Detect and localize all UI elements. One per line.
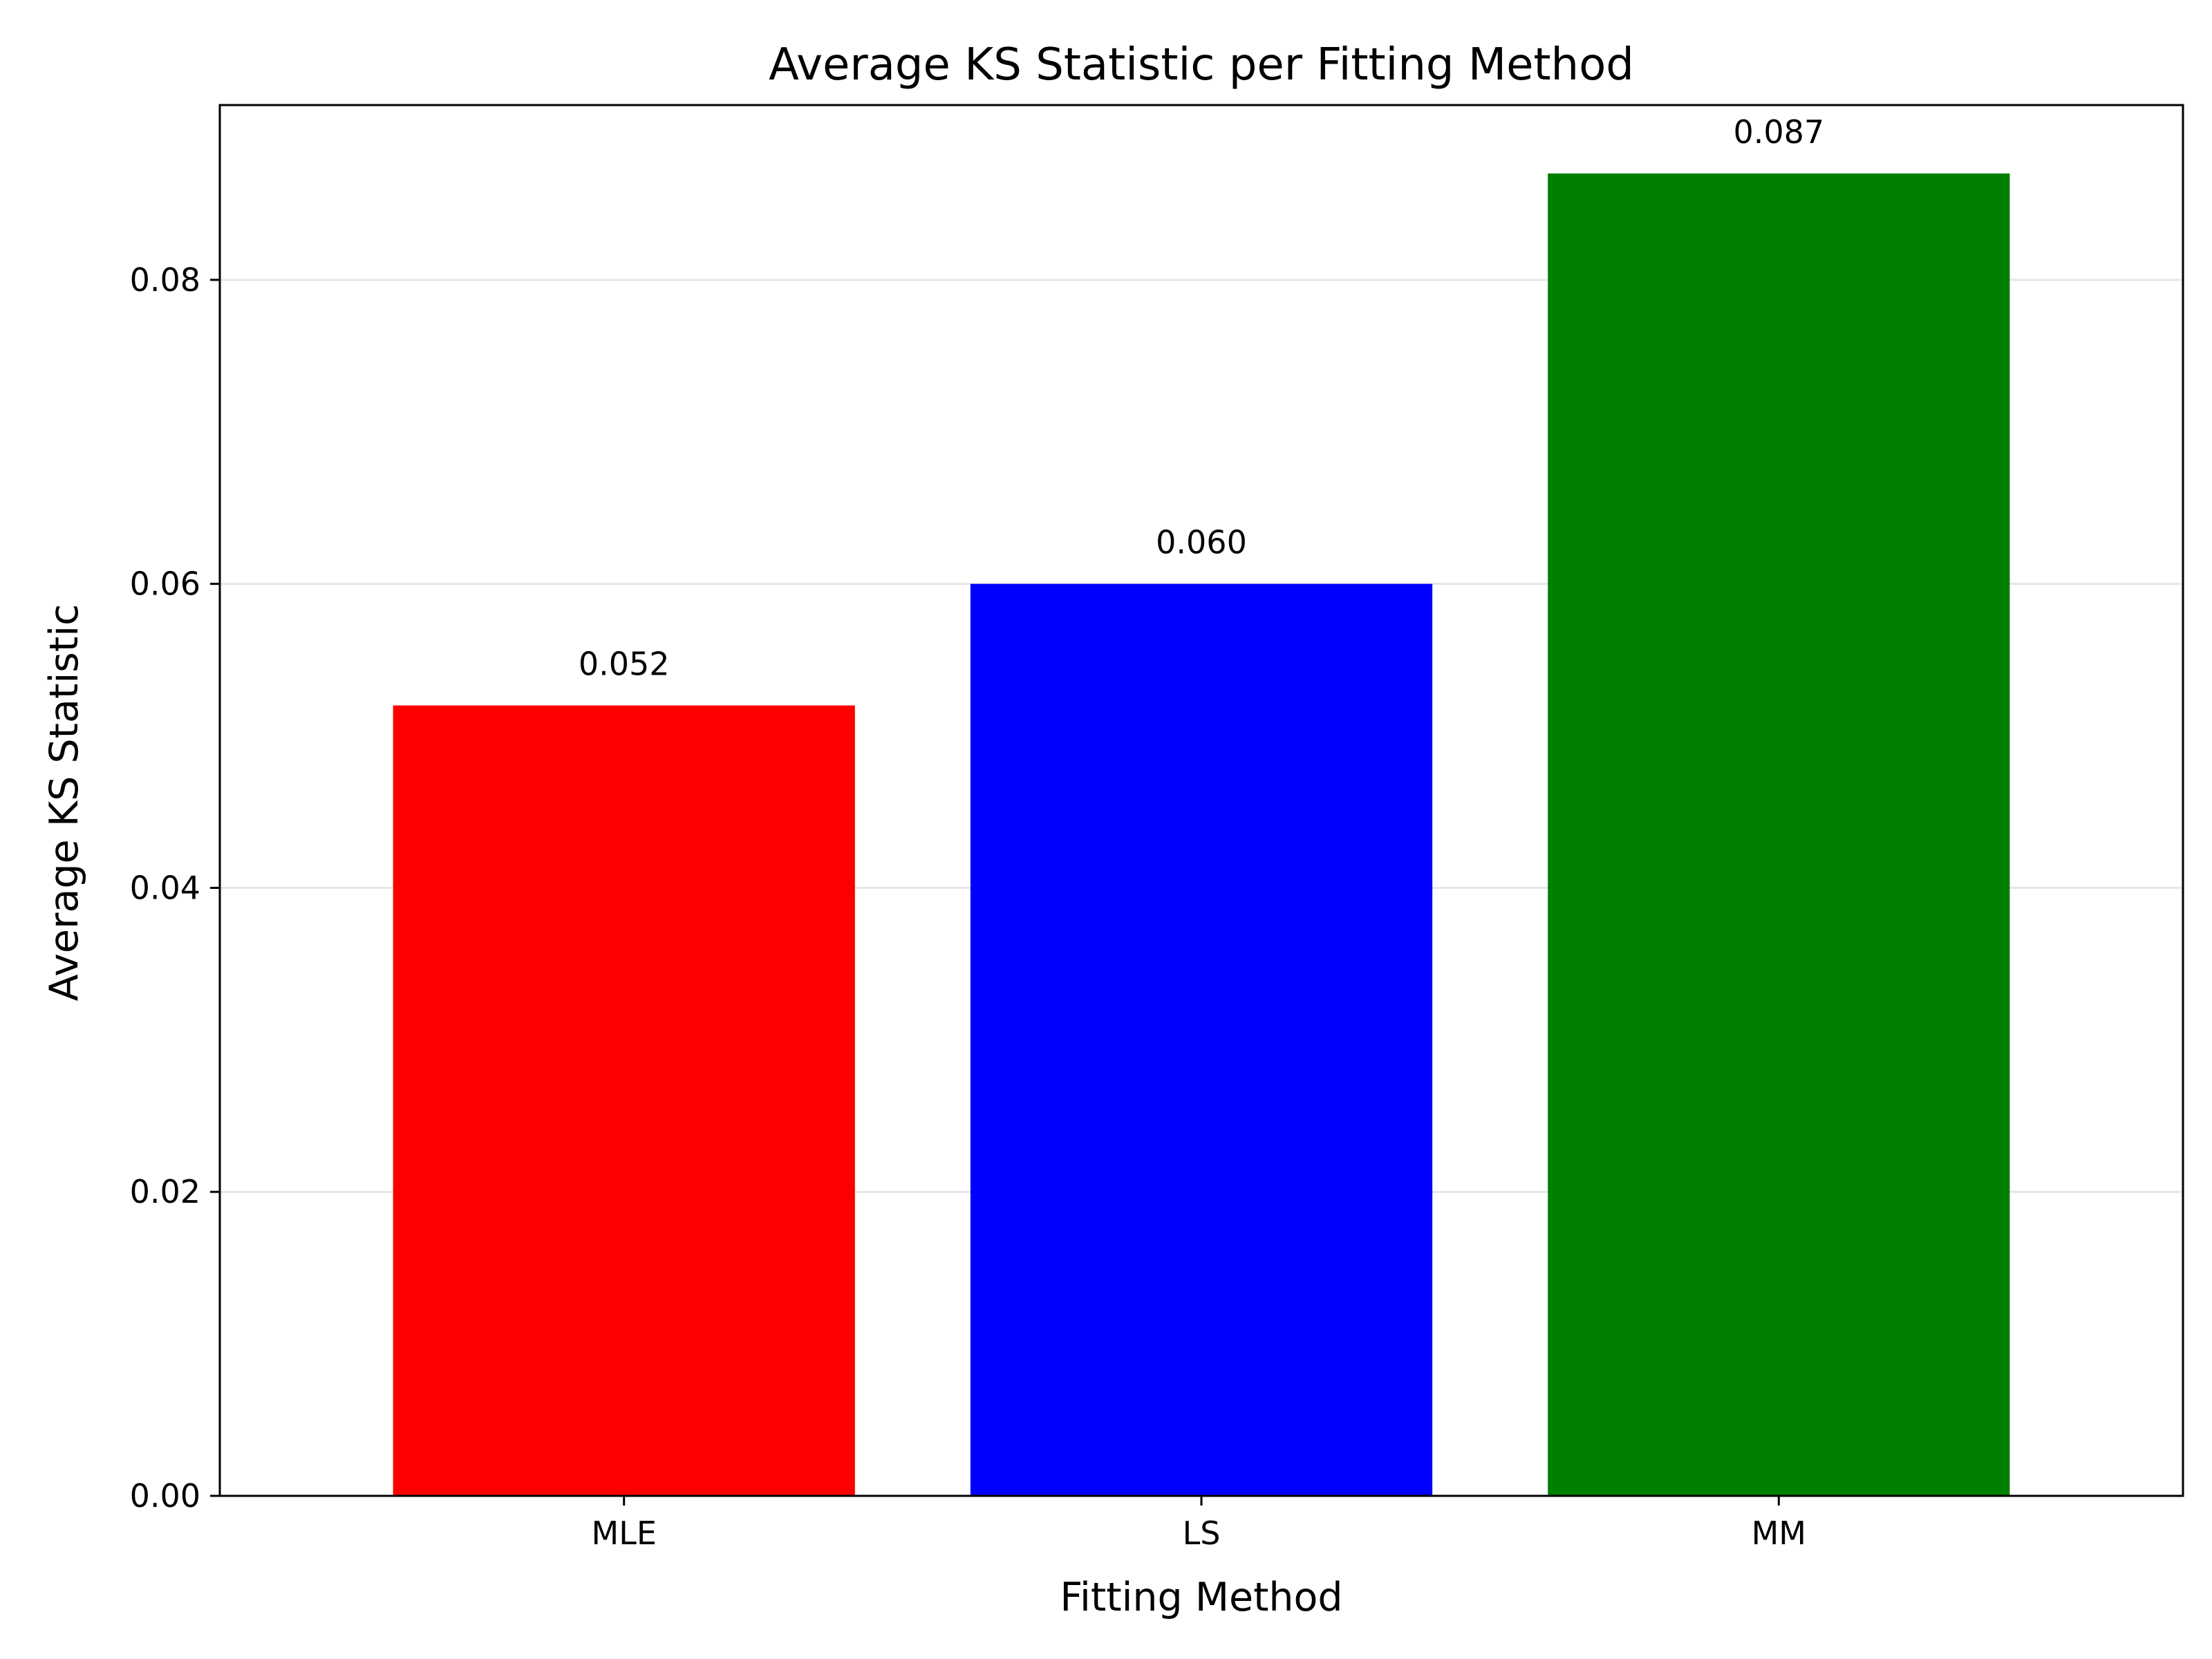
y-tick-label: 0.04 [130, 869, 200, 906]
bars [393, 173, 2010, 1497]
chart-title: Average KS Statistic per Fitting Method [769, 39, 1634, 91]
y-tick-label: 0.08 [130, 261, 200, 299]
x-tick-label-ls: LS [1183, 1515, 1221, 1552]
x-axis-ticks: MLE LS MM [592, 1496, 1806, 1552]
x-tick-label-mm: MM [1752, 1515, 1806, 1552]
y-axis-label: Average KS Statistic [41, 604, 87, 1002]
bar-value-label-mm: 0.087 [1733, 113, 1824, 151]
x-axis-label: Fitting Method [1060, 1575, 1342, 1620]
bar-value-labels: 0.052 0.060 0.087 [579, 113, 1824, 683]
y-tick-label: 0.02 [130, 1173, 200, 1210]
x-tick-label-mle: MLE [592, 1515, 657, 1552]
bar-value-label-ls: 0.060 [1156, 524, 1247, 561]
bar-value-label-mle: 0.052 [579, 646, 670, 683]
y-tick-label: 0.06 [130, 565, 200, 603]
bar-ls [970, 583, 1433, 1496]
bar-mm [1548, 173, 2010, 1497]
y-tick-label: 0.00 [130, 1477, 200, 1515]
bar-mle [393, 705, 855, 1496]
y-axis-ticks: 0.00 0.02 0.04 0.06 0.08 [130, 261, 220, 1515]
